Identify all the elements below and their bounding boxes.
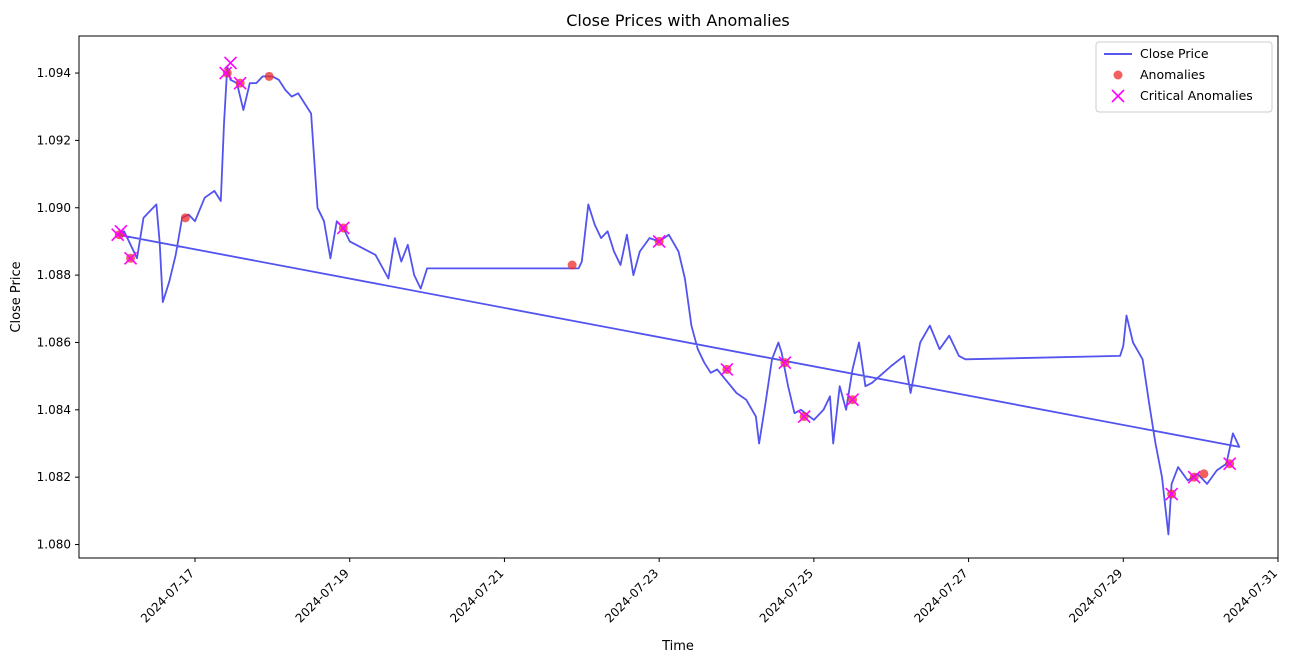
critical-anomaly-point [720, 362, 734, 376]
y-tick-label: 1.088 [37, 268, 71, 282]
critical-anomaly-point [233, 76, 247, 90]
legend: Close Price Anomalies Critical Anomalies [1095, 41, 1273, 113]
critical-anomaly-point [124, 251, 138, 265]
critical-x-stroke [1187, 470, 1201, 484]
legend-box [1095, 41, 1273, 113]
y-axis: 1.080 1.082 1.084 1.086 1.088 1.090 1.092 1.094 [37, 66, 79, 552]
critical-anomaly-point [219, 66, 233, 80]
critical-anomaly-point [778, 356, 792, 370]
critical-anomaly-point [797, 409, 811, 424]
anomaly-point [264, 71, 274, 81]
x-tick-label: 2024-07-19 [293, 566, 352, 625]
critical-anomaly-point [1165, 487, 1179, 501]
chart-title: Close Prices with Anomalies [566, 11, 790, 30]
critical-x-stroke [778, 356, 792, 370]
x-tick-label: 2024-07-31 [1221, 566, 1280, 625]
anomaly-point [180, 213, 190, 223]
critical-anomaly-point [1223, 457, 1237, 471]
critical-x-stroke [233, 76, 247, 90]
critical-anomaly-point [336, 221, 350, 235]
x-tick-label: 2024-07-23 [602, 566, 661, 625]
y-tick-label: 1.086 [37, 335, 71, 349]
x-tick-label: 2024-07-17 [138, 566, 197, 625]
critical-x-stroke [1223, 457, 1237, 471]
axes-frame [78, 35, 1279, 559]
anomaly-point [114, 230, 124, 240]
y-tick-label: 1.080 [37, 538, 71, 552]
critical-x-stroke [720, 362, 734, 376]
critical-x-stroke [1111, 89, 1125, 103]
legend-label: Close Price [1140, 46, 1209, 61]
x-axis-label: Time [661, 639, 694, 654]
x-tick-label: 2024-07-25 [757, 566, 816, 625]
critical-x-stroke [114, 224, 128, 238]
critical-anomaly-point [223, 56, 238, 70]
y-tick-label: 1.082 [37, 470, 71, 484]
legend-label: Anomalies [1140, 67, 1205, 82]
critical-anomaly-point [652, 234, 666, 248]
critical-anomaly-point [1187, 470, 1201, 484]
y-tick-label: 1.094 [37, 66, 71, 80]
critical-anomaly-point [114, 224, 128, 238]
critical-x-stroke [845, 393, 860, 407]
anomaly-point [567, 260, 577, 270]
critical-x-stroke [124, 251, 138, 265]
anomaly-point [1199, 469, 1209, 479]
y-axis-label: Close Price [9, 261, 24, 332]
plot-area [78, 35, 1279, 559]
x-tick-label: 2024-07-21 [447, 566, 506, 625]
legend-label: Critical Anomalies [1140, 88, 1253, 103]
legend-critical-swatch [1111, 89, 1125, 103]
critical-x-stroke [652, 234, 666, 248]
close-price-line [117, 65, 1241, 536]
anomaly-point [222, 68, 232, 78]
x-axis: 2024-07-17 2024-07-19 2024-07-21 2024-07-23… [138, 558, 1280, 625]
y-tick-label: 1.084 [37, 403, 71, 417]
critical-x-stroke [223, 56, 238, 70]
y-tick-label: 1.090 [37, 201, 71, 215]
critical-x-stroke [336, 221, 350, 235]
critical-x-stroke [1165, 487, 1179, 501]
critical-x-stroke [219, 66, 233, 80]
legend-anomaly-swatch [1113, 70, 1123, 80]
critical-x-stroke [797, 409, 811, 424]
y-tick-label: 1.092 [37, 133, 71, 147]
critical-anomaly-point [845, 393, 860, 407]
x-tick-label: 2024-07-29 [1066, 566, 1125, 625]
x-tick-label: 2024-07-27 [911, 566, 970, 625]
